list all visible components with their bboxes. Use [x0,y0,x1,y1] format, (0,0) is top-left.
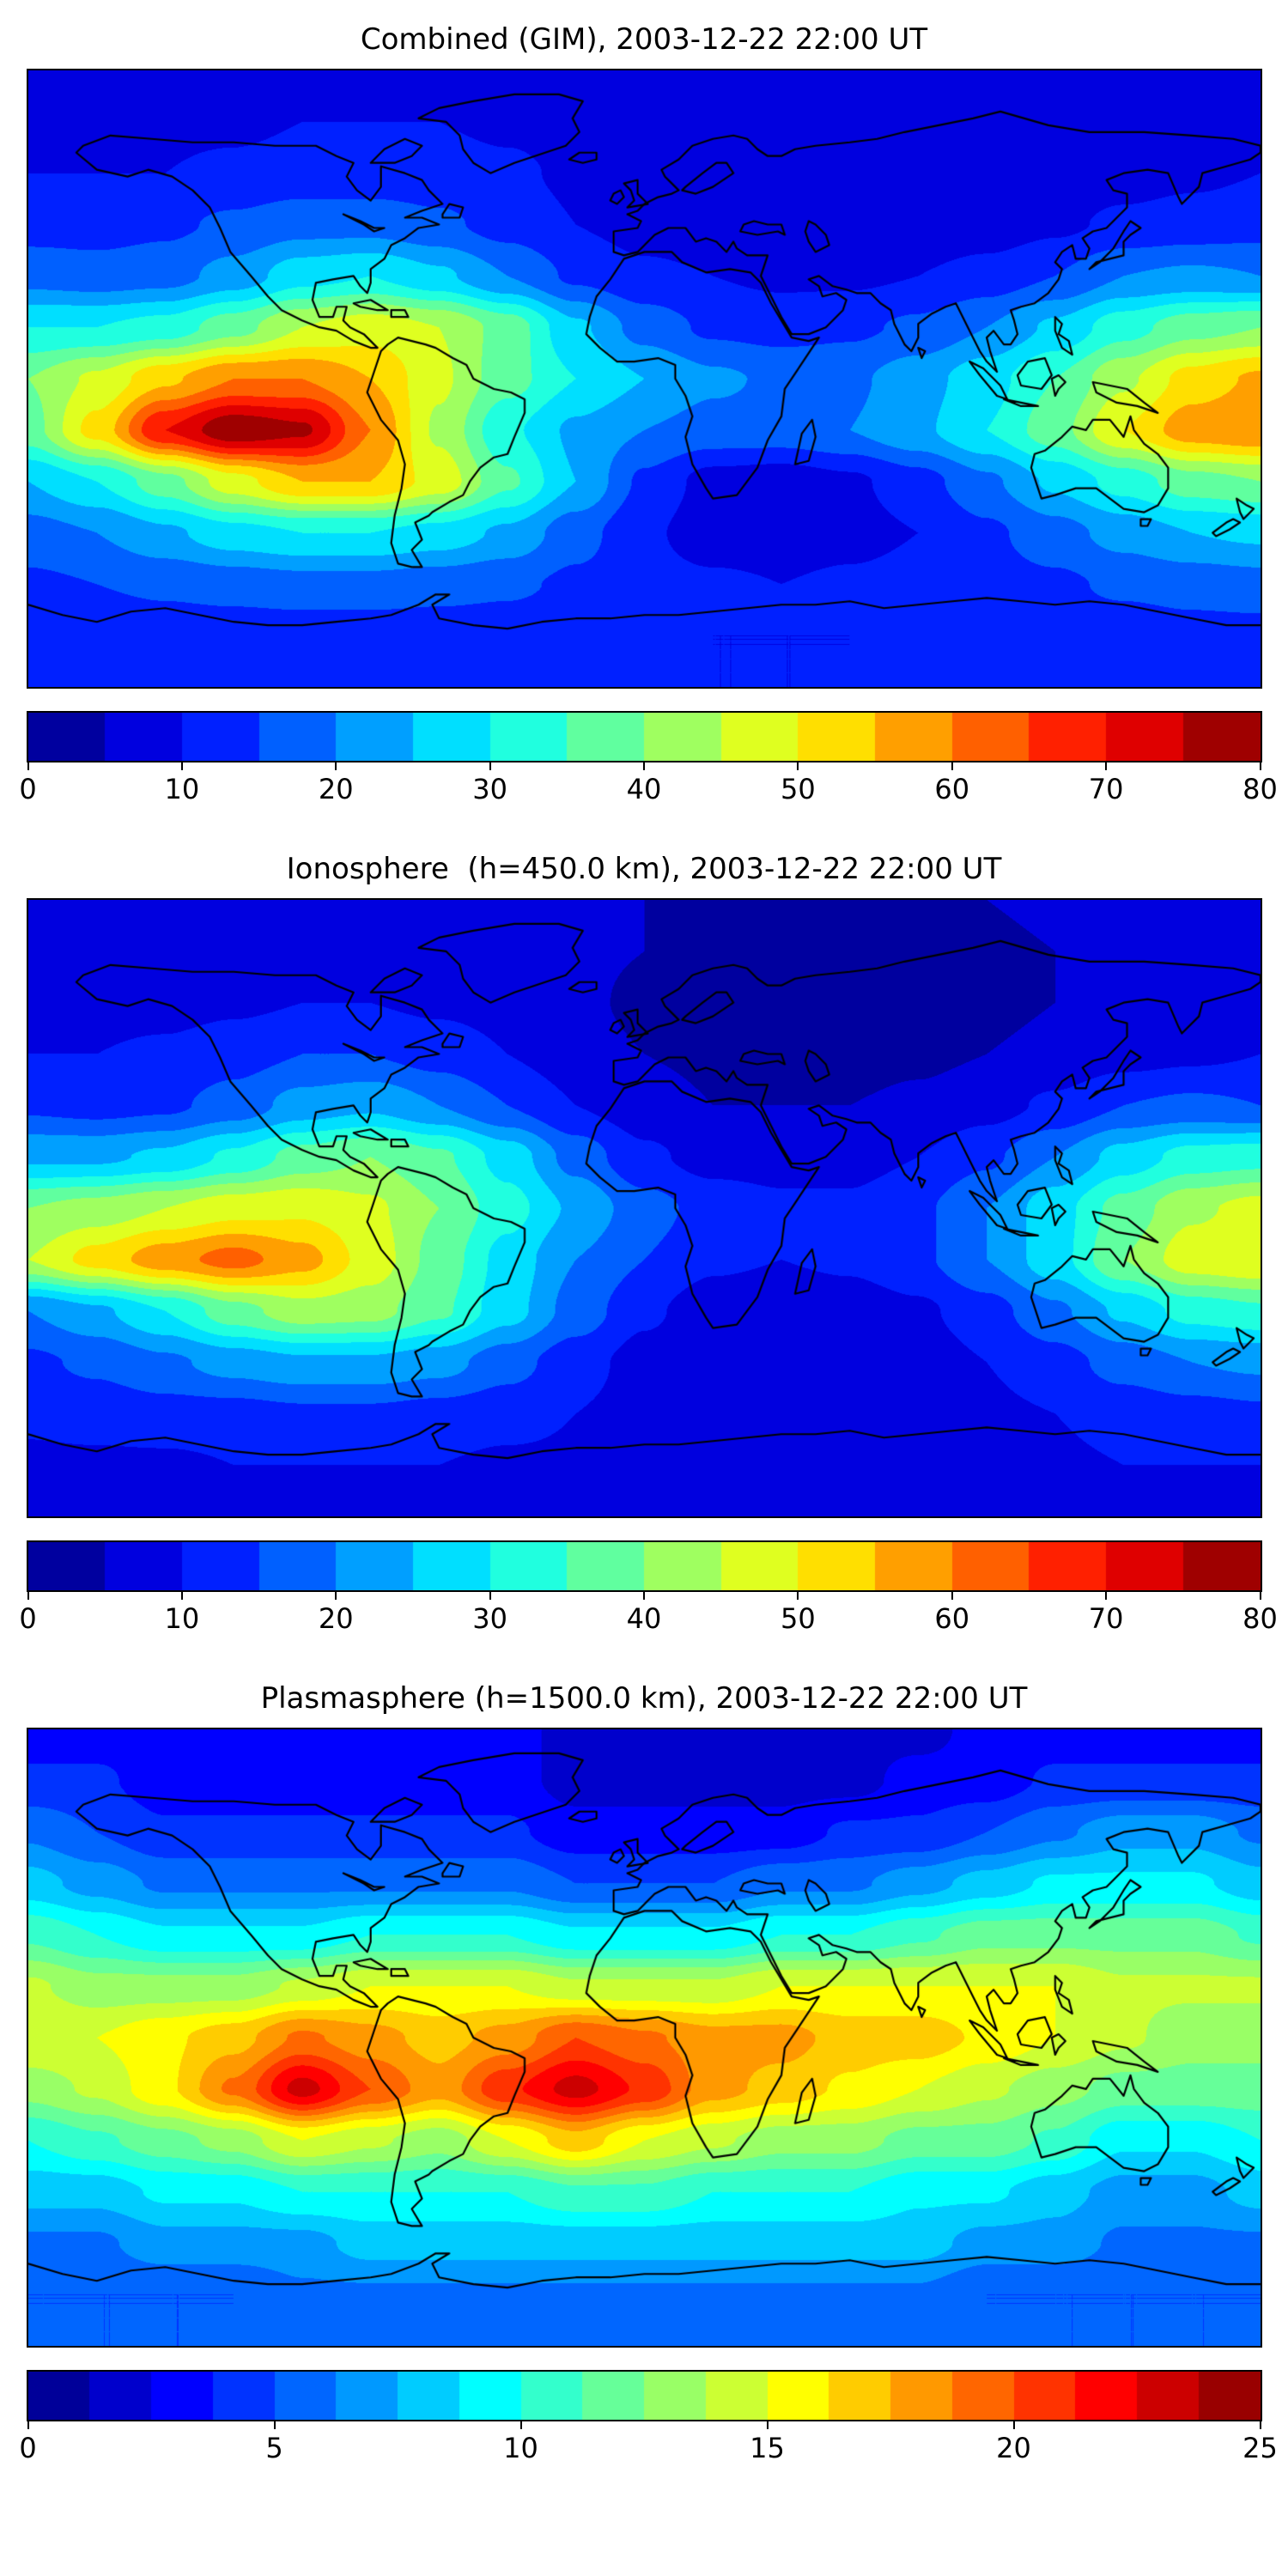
colorbar-tick-mark [1105,762,1108,770]
colorbar-ticks-combined: 0 10 20 30 40 50 60 70 80 [19,762,1278,812]
colorbar-tick-mark [1105,1592,1108,1600]
chart-title-ionosphere: Ionosphere (h=450.0 km), 2003-12-22 22:0… [286,852,1002,886]
colorbar-tick-mark [1012,2421,1015,2429]
colorbar-tick-label: 40 [626,773,662,805]
colorbar-tick-label: 20 [318,773,354,805]
colorbar-tick-mark [180,762,183,770]
colorbar-ionosphere [26,1540,1262,1592]
colorbar-tick-mark [643,762,645,770]
colorbar-tick-label: 20 [996,2432,1031,2464]
colorbar-tick-mark [1259,1592,1261,1600]
colorbar-tick-label: 80 [1242,1602,1278,1635]
figure-stack: Combined (GIM), 2003-12-22 22:00 UT 0 10 2… [19,5,1278,2471]
colorbar-tick-mark [489,1592,491,1600]
colorbar-tick-mark [273,2421,276,2429]
colorbar-tick-mark [27,2421,29,2429]
colorbar-ticks-ionosphere: 0 10 20 30 40 50 60 70 80 [19,1592,1278,1642]
colorbar-tick-label: 70 [1088,1602,1124,1635]
colorbar-tick-label: 50 [781,1602,816,1635]
colorbar-tick-mark [335,1592,337,1600]
colorbar-plasmasphere [26,2370,1262,2421]
colorbar-tick-mark [1259,762,1261,770]
colorbar-tick-label: 0 [19,2432,37,2464]
colorbar-tick-label: 0 [19,1602,37,1635]
colorbar-tick-label: 40 [626,1602,662,1635]
colorbar-tick-mark [27,762,29,770]
panel-ionosphere: Ionosphere (h=450.0 km), 2003-12-22 22:0… [19,835,1278,1642]
map-canvas-ionosphere [26,898,1262,1518]
colorbar-tick-mark [1259,2421,1261,2429]
colorbar-tick-mark [335,762,337,770]
colorbar-tick-label: 20 [318,1602,354,1635]
chart-title-plasmasphere: Plasmasphere (h=1500.0 km), 2003-12-22 2… [260,1681,1028,1716]
colorbar-tick-label: 70 [1088,773,1124,805]
colorbar-tick-mark [951,1592,953,1600]
map-canvas-combined [26,69,1262,689]
colorbar-tick-mark [797,1592,799,1600]
colorbar-tick-mark [519,2421,522,2429]
colorbar-tick-mark [27,1592,29,1600]
colorbar-tick-mark [180,1592,183,1600]
colorbar-ticks-plasmasphere: 0 5 10 15 20 25 [19,2421,1278,2471]
colorbar-tick-mark [766,2421,769,2429]
panel-plasmasphere: Plasmasphere (h=1500.0 km), 2003-12-22 2… [19,1664,1278,2471]
colorbar-tick-label: 10 [503,2432,538,2464]
colorbar-tick-mark [643,1592,645,1600]
colorbar-tick-mark [797,762,799,770]
colorbar-tick-label: 15 [750,2432,785,2464]
colorbar-tick-label: 30 [472,1602,507,1635]
colorbar-tick-label: 10 [164,773,200,805]
colorbar-tick-label: 60 [934,773,970,805]
colorbar-tick-label: 50 [781,773,816,805]
colorbar-tick-label: 30 [472,773,507,805]
panel-combined: Combined (GIM), 2003-12-22 22:00 UT 0 10 2… [19,5,1278,812]
colorbar-tick-label: 10 [164,1602,200,1635]
colorbar-tick-label: 25 [1242,2432,1278,2464]
colorbar-tick-label: 5 [265,2432,283,2464]
colorbar-tick-mark [489,762,491,770]
map-canvas-plasmasphere [26,1728,1262,2348]
colorbar-tick-label: 60 [934,1602,970,1635]
colorbar-tick-label: 0 [19,773,37,805]
colorbar-tick-mark [951,762,953,770]
colorbar-tick-label: 80 [1242,773,1278,805]
colorbar-combined [26,711,1262,762]
chart-title-combined: Combined (GIM), 2003-12-22 22:00 UT [360,22,928,57]
